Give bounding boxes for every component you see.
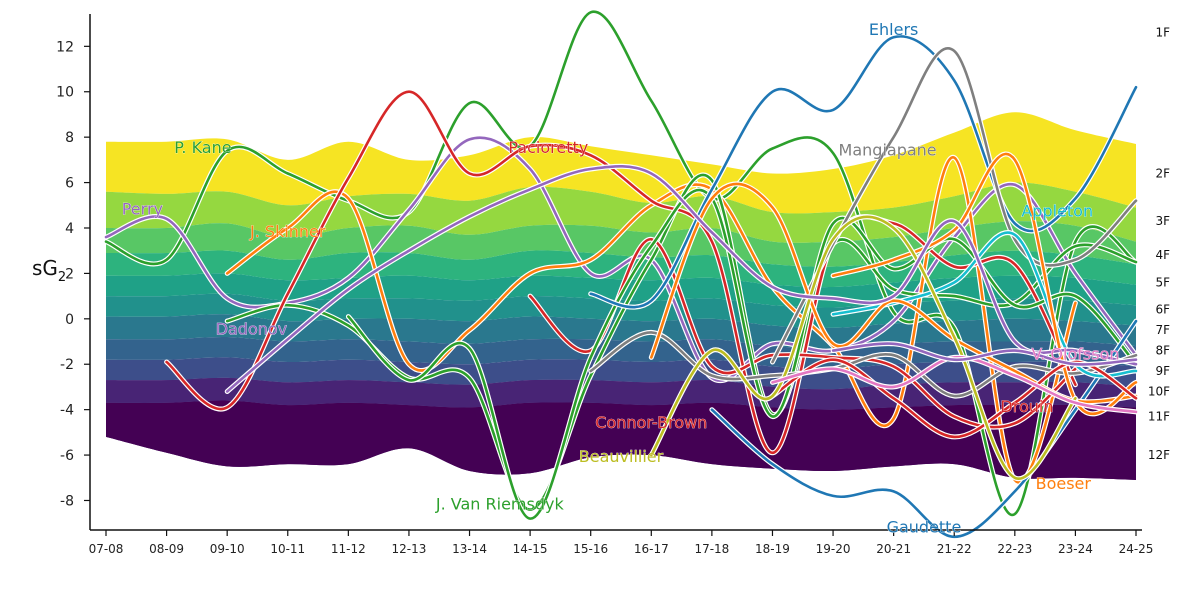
player-label: Appleton (1021, 202, 1093, 221)
series-line-purple-2 (225, 164, 1138, 393)
player-label: V. Olofsson (1031, 345, 1119, 364)
player-label: Dadonov (216, 320, 287, 339)
series-line-p-kane (104, 10, 1138, 517)
band-label: 12F (1148, 448, 1170, 462)
y-tick-label: -4 (60, 403, 74, 419)
player-label: Beauvillier (579, 447, 664, 466)
band-7 (106, 314, 1136, 349)
band-label: 1F (1155, 26, 1170, 40)
series-line-purple-3 (831, 342, 1138, 366)
series-line-pacioretty (165, 90, 1077, 455)
player-label: Ehlers (869, 20, 918, 39)
band-label: 4F (1155, 248, 1170, 262)
y-tick-label: 12 (56, 39, 74, 55)
y-tick-label: 8 (65, 130, 74, 146)
x-tick-label: 18-19 (755, 542, 790, 556)
y-tick-label: -6 (60, 448, 74, 464)
band-1 (106, 112, 1136, 214)
x-tick-label: 08-09 (149, 542, 184, 556)
band-label: 3F (1155, 214, 1170, 228)
series-line-boeser (831, 152, 1138, 416)
player-label: Gaudette (887, 517, 962, 536)
band-9 (106, 357, 1136, 390)
series-lines (103, 9, 1139, 540)
player-label: Pacioretty (508, 138, 588, 157)
x-tick-label: 20-21 (876, 542, 911, 556)
series-line-gaudette (710, 319, 1138, 539)
x-tick-label: 09-10 (210, 542, 245, 556)
x-tick-label: 13-14 (452, 542, 487, 556)
band-label: 11F (1148, 409, 1170, 423)
band-12 (106, 400, 1136, 480)
band-label: 8F (1155, 344, 1170, 358)
x-tick-label: 21-22 (937, 542, 972, 556)
x-tick-label: 15-16 (573, 542, 608, 556)
player-label: P. Kane (174, 138, 231, 157)
player-label: Boeser (1036, 474, 1092, 493)
x-tick-label: 24-25 (1119, 542, 1154, 556)
y-tick-label: 10 (56, 85, 74, 101)
series-line-beauvillier (650, 215, 1077, 480)
x-tick-label: 16-17 (634, 542, 669, 556)
y-tick-label: 2 (65, 266, 74, 282)
y-tick-label: 0 (65, 312, 74, 328)
series-line-mangiapane (771, 47, 1138, 364)
x-tick-label: 12-13 (392, 542, 427, 556)
band-label: 6F (1155, 303, 1170, 317)
x-tick-label: 19-20 (816, 542, 851, 556)
player-label: Perry (122, 199, 163, 218)
band-label: 5F (1155, 275, 1170, 289)
player-label: Drouin (1000, 397, 1053, 416)
band-2 (106, 182, 1136, 243)
x-tick-label: 23-24 (1058, 542, 1093, 556)
band-label: 10F (1148, 384, 1170, 398)
y-tick-label: 6 (65, 176, 74, 192)
x-tick-label: 10-11 (270, 542, 305, 556)
band-labels: 1F 2F 3F 4F 5F 6F 7F 8F 9F 10F 11F 12F (1148, 26, 1170, 462)
series-line-ehlers (589, 35, 1138, 309)
y-axis-label: sG2 (32, 256, 66, 285)
x-tick-label: 11-12 (331, 542, 366, 556)
band-label: 2F (1155, 166, 1170, 180)
x-tick-label: 22-23 (997, 542, 1032, 556)
y-tick-label: -2 (60, 357, 74, 373)
player-label: Mangiapane (839, 140, 937, 159)
axes: sG2 (32, 14, 1142, 531)
band-label: 9F (1155, 364, 1170, 378)
x-ticks: 07-08 08-09 09-10 10-11 11-12 12-13 13-14 14-15… (89, 530, 1154, 556)
x-tick-label: 17-18 (694, 542, 729, 556)
x-tick-label: 14-15 (513, 542, 548, 556)
y-ticks: -8 -6 -4 -2 0 2 4 6 8 10 12 (56, 39, 90, 509)
band-label: 7F (1155, 323, 1170, 337)
player-label: Connor-Brown (595, 413, 707, 432)
y-tick-label: -8 (60, 493, 74, 509)
player-label: J. Van Riemsdyk (435, 495, 565, 514)
series-line-mangiapane-ii (589, 331, 1138, 398)
x-tick-label: 07-08 (89, 542, 124, 556)
y-tick-label: 4 (65, 221, 74, 237)
player-labels: P. Kane Perry J. Skinner Dadonov Pacioretty J… (121, 20, 1119, 537)
player-label: J. Skinner (249, 222, 326, 241)
